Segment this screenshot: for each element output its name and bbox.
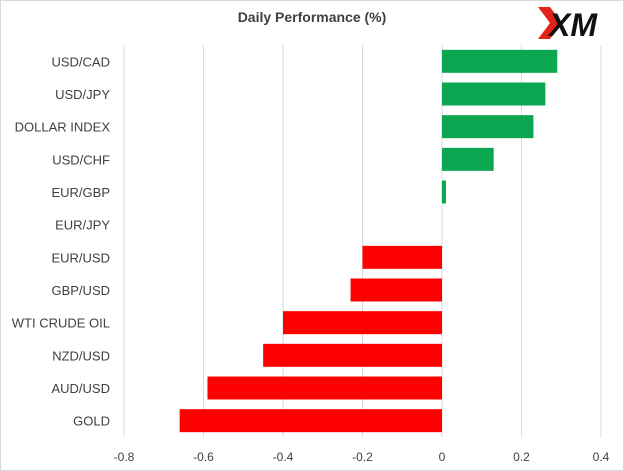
category-label: USD/CHF	[52, 152, 110, 167]
x-tick-label: -0.8	[114, 450, 135, 464]
tick-labels: -0.8 -0.6 -0.4 -0.2 0 0.2 0.4	[114, 450, 610, 464]
bars	[179, 49, 558, 433]
bar	[350, 278, 442, 302]
category-label: EUR/JPY	[55, 218, 110, 233]
category-label: USD/JPY	[55, 87, 110, 102]
category-label: EUR/GBP	[51, 185, 110, 200]
bar	[442, 180, 446, 204]
bar	[263, 343, 442, 367]
bar	[179, 409, 442, 433]
x-tick-label: 0.2	[513, 450, 530, 464]
logo-accent-shape	[538, 7, 562, 39]
category-label: NZD/USD	[52, 348, 110, 363]
x-tick-label: 0.4	[593, 450, 610, 464]
category-label: USD/CAD	[51, 54, 110, 69]
x-tick-label: -0.4	[273, 450, 294, 464]
bar	[442, 115, 534, 139]
grid-lines	[123, 45, 602, 437]
category-labels: USD/CAD USD/JPY DOLLAR INDEX USD/CHF EUR/GBP…	[12, 54, 111, 428]
x-tick-label: -0.2	[352, 450, 373, 464]
xm-logo: XM	[538, 7, 598, 43]
x-tick-label: -0.6	[193, 450, 214, 464]
bar	[362, 245, 442, 269]
bar	[207, 376, 442, 400]
category-label: WTI CRUDE OIL	[12, 316, 110, 331]
category-label: DOLLAR INDEX	[15, 120, 111, 135]
chart-title: Daily Performance (%)	[237, 9, 387, 25]
category-label: GBP/USD	[51, 283, 110, 298]
x-tick-label: 0	[439, 450, 446, 464]
category-label: AUD/USD	[51, 381, 110, 396]
bar	[442, 147, 494, 171]
bar	[442, 49, 558, 73]
category-label: EUR/USD	[51, 250, 110, 265]
logo-text: XM	[547, 7, 598, 43]
category-label: GOLD	[73, 414, 110, 429]
bar	[442, 82, 546, 106]
bar	[283, 311, 442, 335]
